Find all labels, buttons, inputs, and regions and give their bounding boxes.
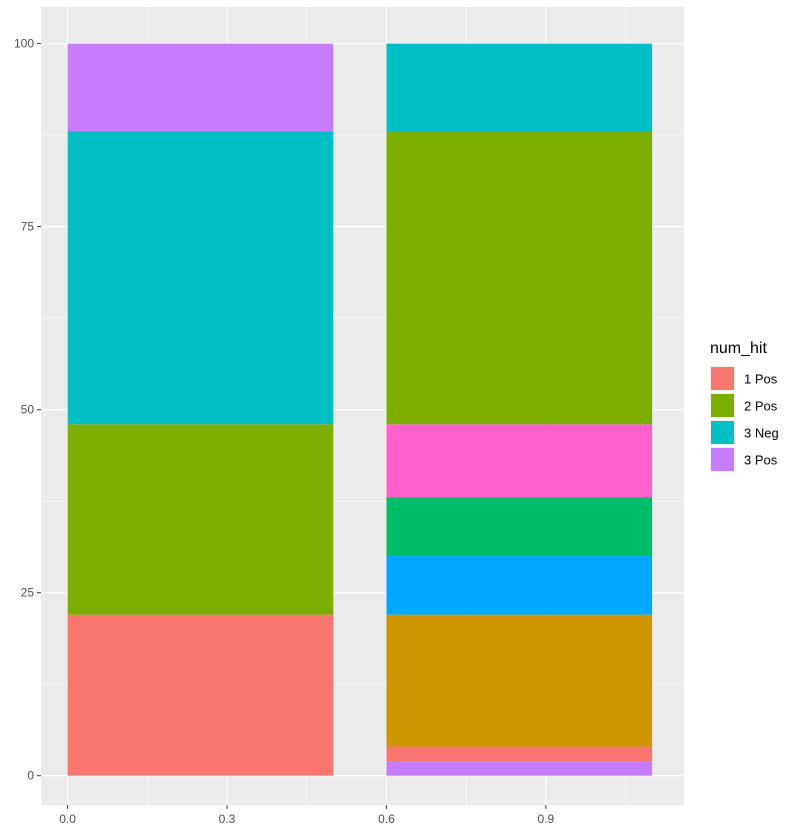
bar-2-segment-4 xyxy=(386,556,653,615)
y-tick-label: 25 xyxy=(21,586,35,600)
y-tick-label: 75 xyxy=(21,220,35,234)
y-tick-label: 0 xyxy=(27,769,34,783)
bar-1 xyxy=(67,43,334,776)
legend-swatch xyxy=(711,421,734,444)
bar-1-segment-3 xyxy=(67,131,334,425)
bar-2-segment-7 xyxy=(386,131,653,425)
x-tick-label: 0.6 xyxy=(378,812,395,826)
legend-item: 2 Pos xyxy=(710,393,778,418)
bar-1-segment-4 xyxy=(67,43,334,132)
bar-2-segment-8 xyxy=(386,43,653,132)
legend-label: 3 Neg xyxy=(744,426,779,441)
x-tick-label: 0.0 xyxy=(59,812,76,826)
bar-2-segment-1 xyxy=(386,761,653,776)
legend-item: 3 Neg xyxy=(710,420,779,445)
bar-2-segment-6 xyxy=(386,424,653,498)
legend-swatch xyxy=(711,448,734,471)
bar-1-segment-1 xyxy=(67,614,334,776)
bar-2 xyxy=(386,43,653,776)
bar-2-segment-5 xyxy=(386,497,653,557)
bar-1-segment-2 xyxy=(67,424,334,615)
legend-swatch xyxy=(711,367,734,390)
x-axis: 0.0 0.3 0.6 0.9 xyxy=(59,805,554,826)
bars-group xyxy=(67,43,653,776)
x-tick-label: 0.9 xyxy=(537,812,554,826)
legend-label: 3 Pos xyxy=(744,453,778,468)
bar-2-segment-3 xyxy=(386,614,653,747)
y-tick-label: 50 xyxy=(21,403,35,417)
legend-label: 1 Pos xyxy=(744,372,778,387)
legend-swatch xyxy=(711,394,734,417)
x-tick-label: 0.3 xyxy=(219,812,236,826)
y-tick-label: 100 xyxy=(14,37,34,51)
legend: num_hit 1 Pos 2 Pos 3 Neg 3 Pos xyxy=(710,340,779,472)
legend-title: num_hit xyxy=(710,340,767,357)
legend-item: 3 Pos xyxy=(710,447,778,472)
y-axis: 0 25 50 75 100 xyxy=(14,37,41,783)
legend-item: 1 Pos xyxy=(710,366,778,391)
bar-2-segment-2 xyxy=(386,746,653,762)
legend-label: 2 Pos xyxy=(744,399,778,414)
